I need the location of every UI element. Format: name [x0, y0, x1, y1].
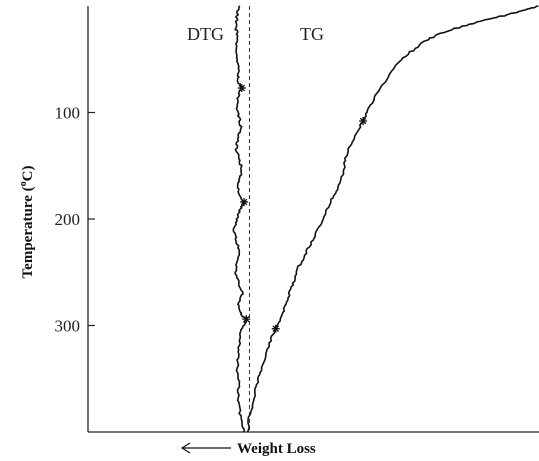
- x-direction-arrow-head: [180, 442, 191, 454]
- y-tick-label: 100: [55, 104, 81, 123]
- data-marker-tg: [271, 324, 280, 333]
- y-axis-title-unit: C): [20, 166, 36, 182]
- data-marker-dtg: [242, 315, 251, 324]
- data-marker-tg: [359, 117, 368, 126]
- series-line-dtg: [232, 5, 248, 433]
- ticks-layer: 100 200 300: [55, 104, 95, 336]
- y-tick-label: 300: [55, 317, 81, 336]
- data-marker-dtg: [237, 84, 246, 93]
- x-axis-title: Weight Loss: [237, 441, 316, 457]
- y-axis-title: Temperature (oC): [18, 166, 36, 279]
- tg-curve-label: TG: [300, 24, 324, 44]
- series-line-tg: [246, 5, 539, 433]
- marker-layer: [237, 84, 368, 333]
- dtg-curve-label: DTG: [187, 24, 224, 44]
- x-axis-title-group: Weight Loss: [180, 441, 316, 457]
- y-axis-title-main: Temperature (: [20, 186, 36, 278]
- y-axis-title-degree: o: [18, 181, 29, 186]
- y-tick-label: 200: [55, 210, 81, 229]
- label-layer: DTG TG: [187, 24, 324, 44]
- series-layer: [232, 5, 539, 433]
- axes-layer: [87, 6, 539, 433]
- y-axis-title-group: Temperature (oC): [18, 166, 36, 279]
- data-marker-dtg: [240, 197, 249, 206]
